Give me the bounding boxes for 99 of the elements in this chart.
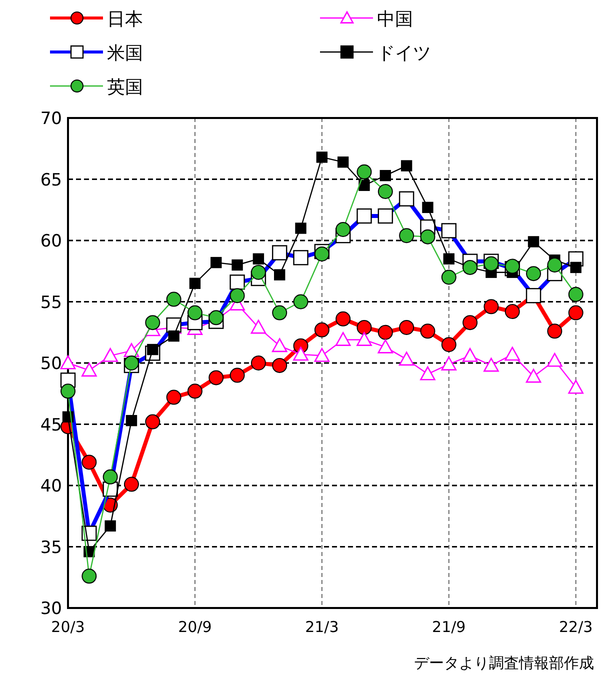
point	[484, 358, 499, 372]
point	[378, 184, 393, 199]
point	[102, 348, 118, 362]
point	[187, 384, 202, 399]
point	[547, 352, 562, 367]
point	[272, 338, 288, 352]
point	[356, 320, 372, 335]
point	[484, 299, 499, 314]
point	[568, 305, 584, 320]
point	[314, 348, 330, 362]
point	[272, 305, 288, 320]
point	[462, 315, 478, 330]
legend-label: 米国	[107, 43, 143, 64]
point	[208, 370, 224, 386]
point	[526, 266, 542, 282]
x-tick-label: 20/3	[51, 618, 85, 636]
point	[504, 258, 520, 274]
point	[356, 332, 372, 346]
point	[420, 229, 436, 244]
point	[356, 164, 372, 180]
point	[104, 520, 116, 532]
y-tick-label: 45	[40, 415, 62, 436]
point	[60, 384, 76, 399]
y-tick-label: 50	[40, 354, 62, 374]
point	[316, 152, 328, 163]
point	[126, 414, 138, 426]
point	[272, 358, 288, 373]
point	[314, 322, 330, 338]
point	[441, 356, 457, 370]
point	[570, 262, 582, 274]
point	[166, 292, 182, 307]
point	[295, 222, 306, 234]
x-tick-label: 21/3	[305, 618, 339, 636]
x-tick-label: 21/9	[432, 618, 466, 636]
legend-label: 英国	[107, 77, 143, 98]
point	[102, 469, 118, 484]
point	[462, 348, 478, 362]
point	[335, 332, 351, 346]
point	[250, 264, 266, 280]
point	[187, 305, 202, 320]
text: データより調査情報部作成	[414, 654, 594, 672]
point	[336, 311, 351, 326]
point	[336, 222, 351, 237]
point	[293, 346, 308, 361]
point	[337, 156, 349, 168]
point	[232, 259, 243, 271]
point	[399, 228, 414, 244]
y-tick-label: 65	[40, 170, 62, 190]
point	[568, 286, 584, 302]
point	[189, 278, 201, 289]
point	[82, 362, 97, 377]
point	[250, 356, 266, 370]
point	[230, 288, 245, 304]
y-tick-label: 55	[40, 292, 62, 313]
point	[124, 356, 139, 370]
point	[443, 253, 454, 264]
point	[124, 343, 140, 357]
point	[124, 476, 139, 492]
point	[166, 390, 182, 405]
point	[250, 320, 266, 334]
point	[168, 330, 180, 342]
point	[378, 324, 393, 340]
point	[528, 236, 540, 248]
y-tick-label: 30	[40, 599, 62, 619]
point	[399, 320, 414, 335]
x-tick-label: 20/9	[178, 618, 212, 636]
point	[145, 414, 160, 430]
point	[380, 170, 391, 182]
point	[145, 315, 160, 330]
y-tick-label: 70	[40, 109, 62, 129]
legend-label: 中国	[377, 9, 413, 30]
point	[398, 352, 414, 366]
point	[547, 258, 562, 272]
point	[422, 202, 434, 214]
y-tick-label: 35	[40, 538, 62, 558]
point	[547, 324, 562, 339]
point	[274, 269, 286, 280]
point	[526, 368, 542, 383]
point	[504, 304, 520, 320]
point	[82, 568, 97, 584]
point	[441, 270, 456, 285]
point	[504, 346, 520, 361]
x-tick-label: 22/3	[558, 618, 593, 636]
point	[210, 256, 222, 268]
point	[400, 160, 412, 172]
y-tick-label: 40	[40, 476, 62, 496]
point	[293, 294, 308, 310]
point	[420, 366, 436, 380]
point	[358, 180, 370, 191]
point	[568, 380, 584, 394]
point	[230, 368, 245, 383]
point	[441, 337, 456, 352]
legend-label: ドイツ	[377, 43, 431, 64]
point	[420, 324, 436, 339]
point	[378, 339, 394, 354]
legend-label: 日本	[107, 9, 143, 30]
y-tick-label: 60	[40, 232, 62, 252]
point	[82, 454, 97, 470]
point	[252, 253, 264, 264]
